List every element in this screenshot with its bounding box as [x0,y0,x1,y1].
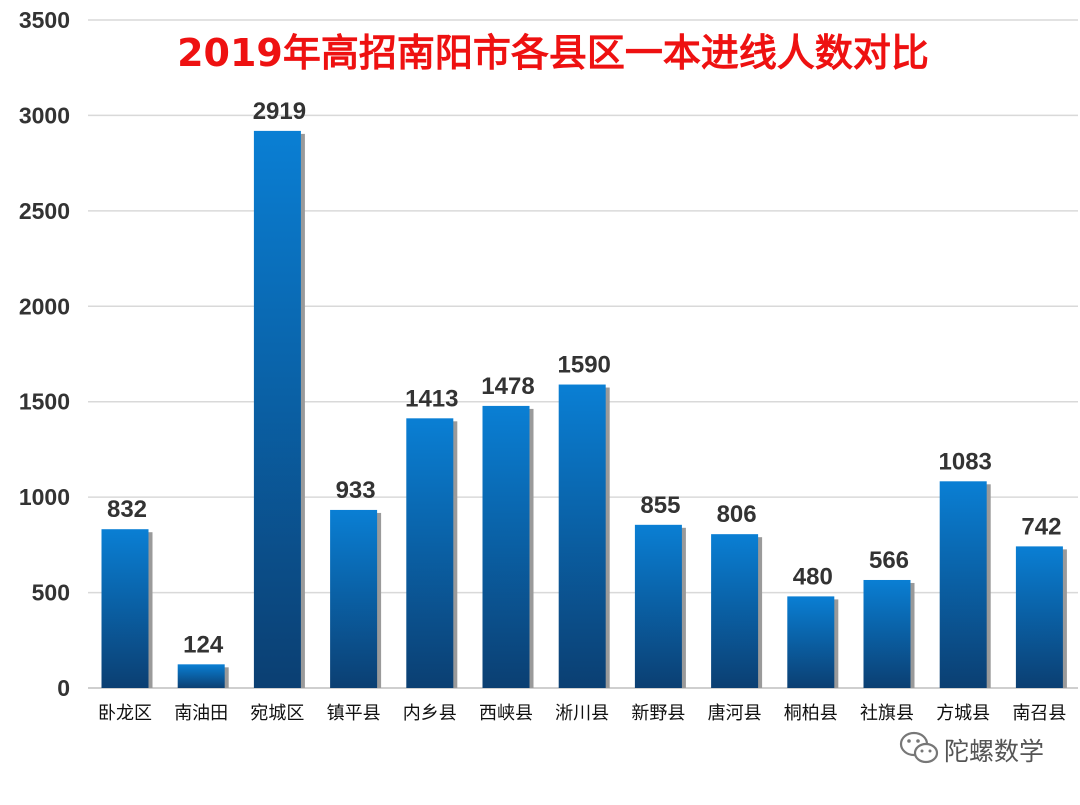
value-label: 806 [717,501,757,528]
bar-南油田 [177,664,225,688]
bar-西峡县 [482,405,530,688]
x-tick-label: 唐河县 [708,703,762,724]
value-label: 566 [869,547,909,574]
x-tick-label: 南油田 [174,703,228,724]
bar-卧龙区 [101,529,149,688]
bar-方城县 [939,481,987,688]
y-tick-label: 500 [32,580,70,606]
bar-内乡县 [406,418,454,688]
value-label: 1590 [558,352,611,379]
x-axis-ticks: 卧龙区 南油田 宛城区 镇平县 内乡县 西峡县 淅川县 新野县 唐河县 桐柏县 社旗县 方城县 南召县 [98,703,1066,724]
bar-南召县 [1015,546,1063,688]
value-label: 1413 [405,385,458,412]
x-tick-label: 镇平县 [327,703,381,724]
y-tick-label: 1000 [19,484,70,510]
y-tick-label: 1500 [19,389,70,415]
value-label: 855 [640,492,680,519]
bar-桐柏县 [787,596,835,688]
bar-镇平县 [330,509,378,688]
y-tick-label: 0 [57,675,70,701]
y-tick-label: 2500 [19,198,70,224]
value-label: 1083 [939,448,992,475]
watermark-text: 陀螺数学 [944,737,1044,766]
bar-宛城区 [253,130,301,688]
bar-淅川县 [558,384,606,688]
x-tick-label: 淅川县 [555,703,609,724]
x-tick-label: 社旗县 [860,703,914,724]
bar-新野县 [634,524,682,688]
value-label: 124 [183,631,224,658]
x-tick-label: 方城县 [936,703,990,724]
value-label: 832 [107,496,147,523]
bars [101,130,1063,688]
bar-唐河县 [711,534,759,688]
y-tick-label: 3000 [19,102,70,128]
x-tick-label: 西峡县 [479,703,533,724]
y-tick-label: 3500 [19,7,70,33]
y-axis-ticks: 0 500 1000 1500 2000 2500 3000 3500 [19,7,70,701]
wechat-icon [899,731,939,764]
value-label: 1478 [481,373,534,400]
value-labels: 832 124 2919 933 1413 1478 1590 855 806 480 566 108… [107,98,1061,658]
x-tick-label: 桐柏县 [784,703,838,724]
value-label: 2919 [253,98,306,125]
x-tick-label: 南召县 [1012,703,1066,724]
x-tick-label: 卧龙区 [98,703,152,724]
y-tick-label: 2000 [19,293,70,319]
value-label: 480 [793,563,833,590]
x-tick-label: 新野县 [631,703,685,724]
bar-社旗县 [863,579,911,688]
x-tick-label: 内乡县 [403,703,457,724]
value-label: 742 [1021,513,1061,540]
x-tick-label: 宛城区 [250,703,304,724]
chart-title: 2019年高招南阳市各县区一本进线人数对比 [177,31,929,75]
watermark: 陀螺数学 [899,731,1044,766]
value-label: 933 [336,477,376,504]
